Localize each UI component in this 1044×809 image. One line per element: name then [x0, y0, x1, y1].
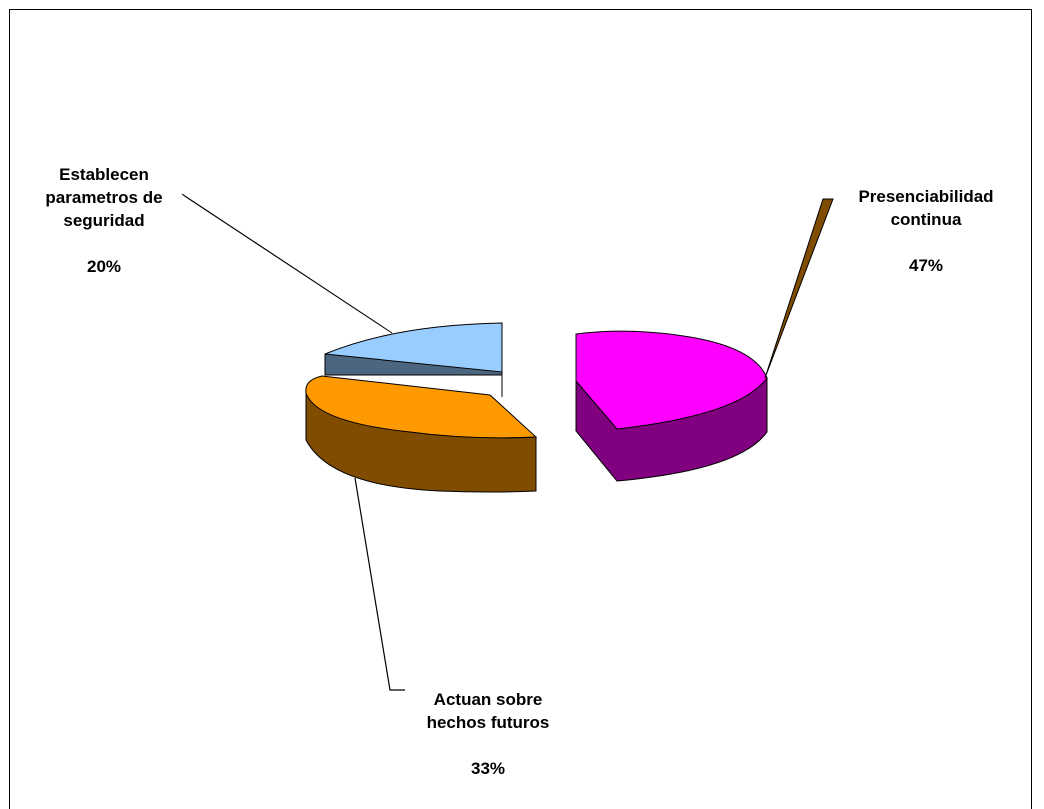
slice-label-establecen: Establecen parametros de seguridad [45, 165, 163, 230]
data-label-establecen: Establecen parametros de seguridad 20% [24, 140, 184, 278]
pie-slice-establecen [324, 322, 503, 397]
chart-frame [9, 9, 1032, 809]
slice-label-presenciabilidad: Presenciabilidad continua [858, 187, 994, 229]
slice-label-actuan: Actuan sobre hechos futuros [426, 690, 550, 732]
data-label-actuan: Actuan sobre hechos futuros 33% [398, 665, 578, 780]
pie-slice-actuan [305, 375, 538, 493]
slice-value-presenciabilidad: 47% [908, 256, 944, 275]
slice-value-establecen: 20% [86, 257, 122, 276]
slice-value-actuan: 33% [470, 759, 506, 778]
pie-slice-presenciabilidad [575, 330, 768, 482]
leader-line-presenciabilidad [764, 198, 834, 379]
leader-line-actuan [354, 477, 405, 691]
data-label-presenciabilidad: Presenciabilidad continua 47% [826, 162, 1026, 277]
leader-line-establecen [181, 193, 393, 334]
